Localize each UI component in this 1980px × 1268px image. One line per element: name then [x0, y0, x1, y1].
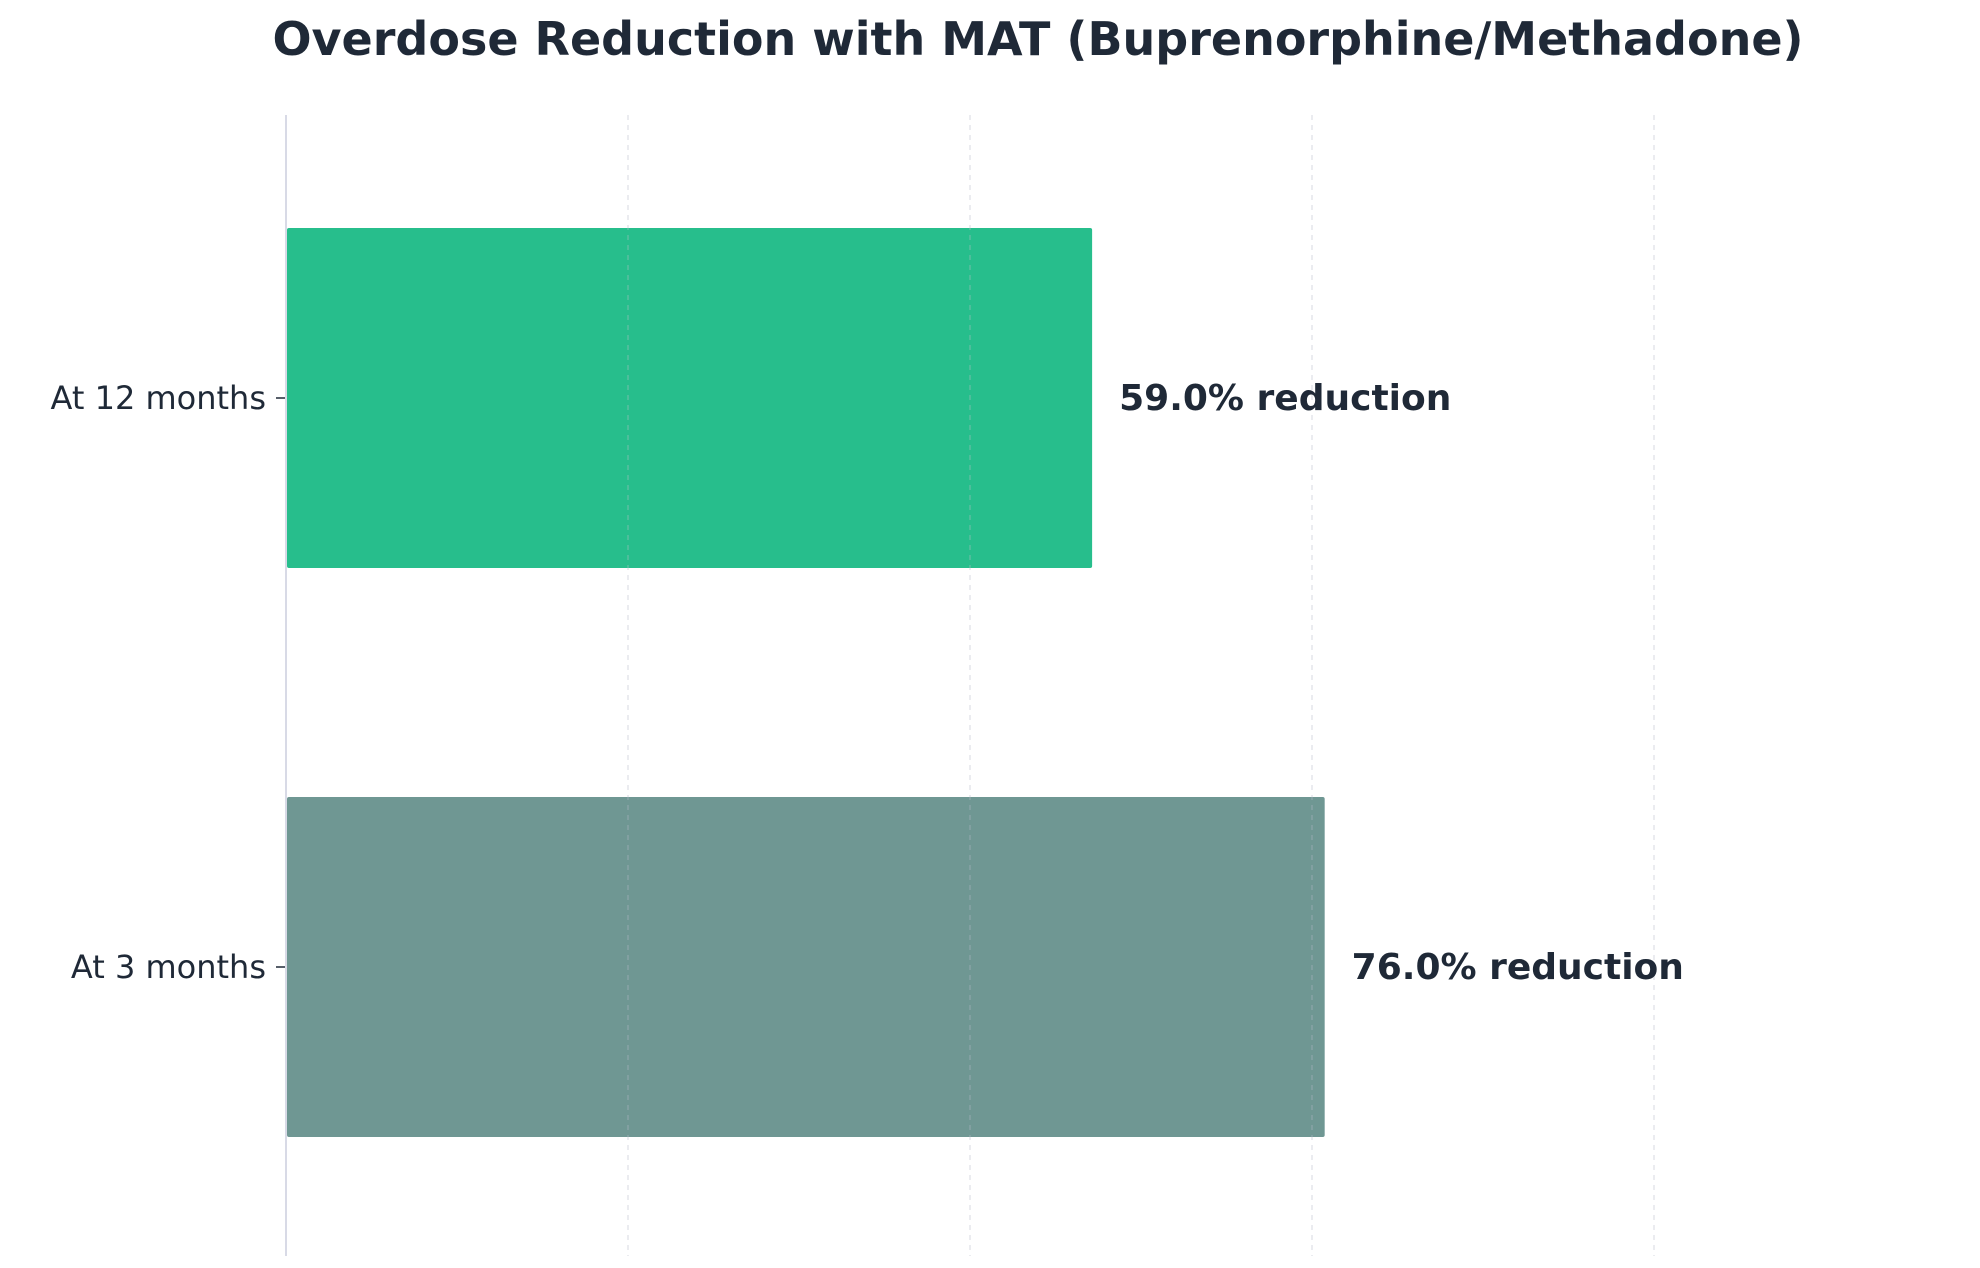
- bar-2: [285, 795, 1327, 1139]
- data-labels: 59.0% reduction 76.0% reduction: [1119, 378, 1684, 988]
- chart-title: Overdose Reduction with MAT (Buprenorphi…: [272, 12, 1803, 66]
- bar-value-label-1: 59.0% reduction: [1119, 378, 1451, 419]
- y-tick-label-1: At 12 months: [51, 379, 266, 417]
- gridlines: [627, 115, 1655, 1256]
- y-axis: At 12 months At 3 months: [51, 115, 287, 1256]
- y-tick-label-2: At 3 months: [71, 948, 266, 986]
- bar-value-label-2: 76.0% reduction: [1352, 947, 1684, 988]
- bars: [285, 226, 1327, 1139]
- bar-1: [285, 226, 1095, 570]
